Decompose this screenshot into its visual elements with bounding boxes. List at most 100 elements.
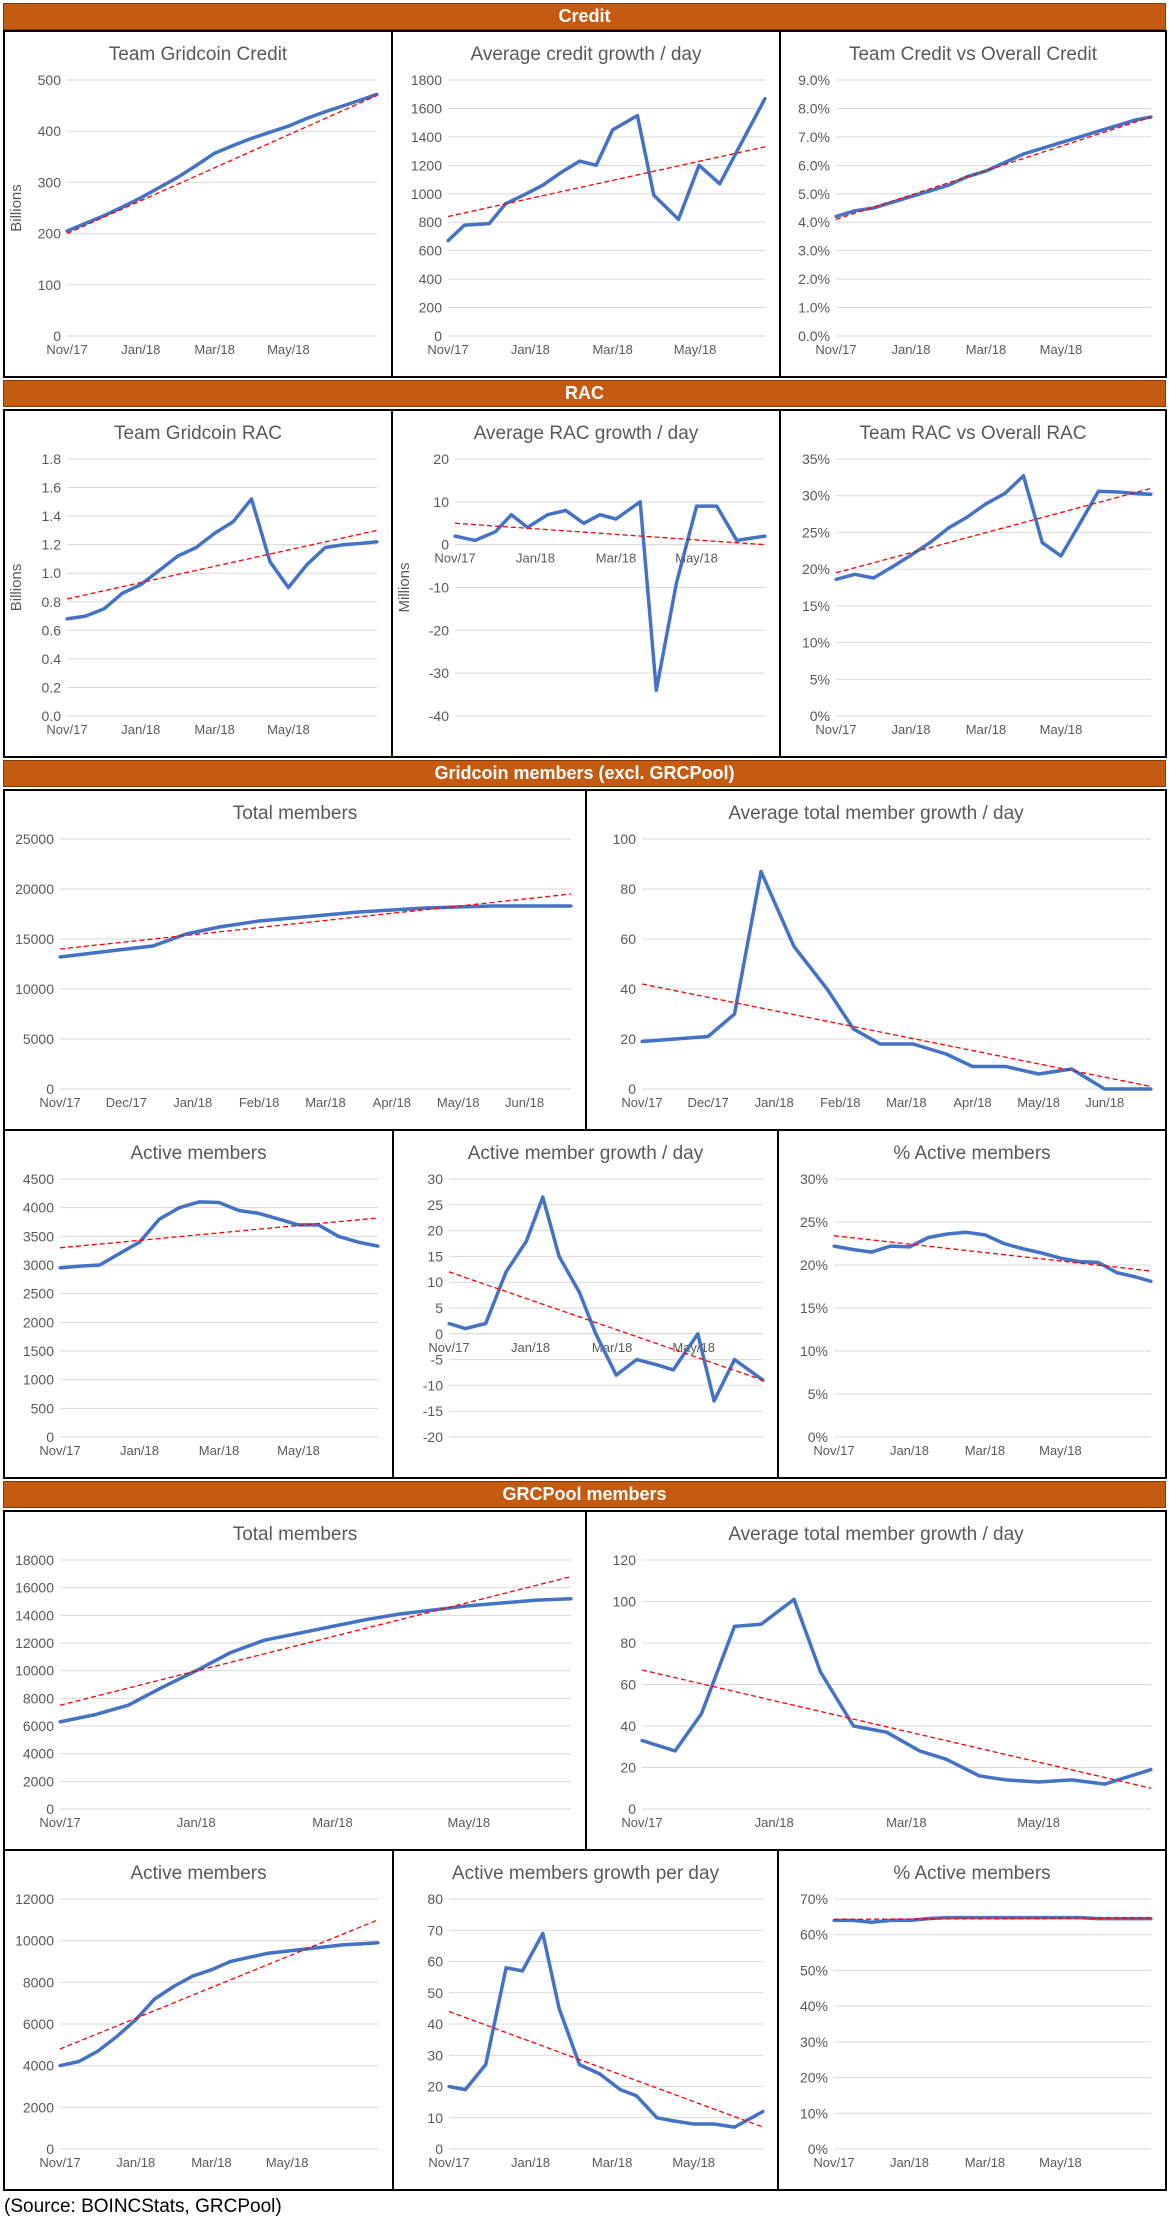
y-tick-label: 100 xyxy=(613,831,637,847)
data-point xyxy=(964,1230,968,1234)
x-tick-label: May/18 xyxy=(672,2155,715,2170)
y-tick-label: 10 xyxy=(427,2110,443,2126)
x-tick-label: Apr/18 xyxy=(953,1095,991,1110)
y-tick-label: 50% xyxy=(800,1962,828,1978)
data-point xyxy=(323,545,327,550)
y-tick-label: 25% xyxy=(800,1214,828,1230)
data-point xyxy=(209,1968,214,1972)
data-point xyxy=(909,553,913,557)
y-tick-label: 10 xyxy=(427,1274,443,1290)
chart-title: Team Credit vs Overall Credit xyxy=(849,44,1098,65)
data-point xyxy=(674,581,679,585)
data-point xyxy=(249,136,254,140)
y-tick-label: 30 xyxy=(427,2047,443,2063)
data-point xyxy=(732,1358,737,1362)
data-point xyxy=(151,944,155,948)
data-point xyxy=(1037,1780,1041,1784)
data-point xyxy=(655,1363,659,1367)
y-tick-label: 70% xyxy=(800,1891,828,1907)
data-point xyxy=(493,530,497,534)
x-tick-label: Jun/18 xyxy=(505,1095,544,1110)
y-tick-label: 0.4 xyxy=(42,651,62,667)
y-tick-label: 6000 xyxy=(23,2016,54,2032)
y-tick-label: 10000 xyxy=(15,981,54,997)
series-line xyxy=(448,1931,764,2129)
data-point xyxy=(535,1598,539,1602)
x-tick-label: Nov/17 xyxy=(39,1095,80,1110)
data-point xyxy=(360,97,364,102)
data-point xyxy=(907,1245,912,1249)
chart-svg: Total members 0 5000 10000 15000 20000 25000 No… xyxy=(15,803,573,1110)
data-point xyxy=(330,1624,335,1628)
trend-line xyxy=(59,893,572,950)
x-tick-label: May/18 xyxy=(1017,1095,1060,1110)
x-tick-label: Nov/17 xyxy=(39,1443,80,1458)
data-point xyxy=(501,1601,505,1605)
data-point xyxy=(96,2049,100,2053)
y-tick-label: 0.0 xyxy=(42,708,62,724)
y-tick-label: 500 xyxy=(31,1400,55,1416)
data-point xyxy=(1103,1782,1107,1786)
y-tick-label: 10% xyxy=(802,635,830,651)
data-point xyxy=(853,209,857,213)
y-tick-label: 0 xyxy=(435,1326,443,1342)
y-tick-label: 15% xyxy=(800,1300,828,1316)
data-point xyxy=(342,543,346,547)
chart-panel-team-rac-vs-overall: Team RAC vs Overall RAC 0% 5% 10% 15% 20% 25% 3… xyxy=(779,409,1167,758)
y-tick-label: 0 xyxy=(46,1801,54,1817)
data-point xyxy=(944,1052,948,1056)
data-point xyxy=(718,182,722,186)
data-point xyxy=(598,2072,602,2076)
data-point xyxy=(1134,491,1138,496)
x-tick-label: Mar/18 xyxy=(305,1095,345,1110)
data-point xyxy=(1059,554,1063,558)
data-point xyxy=(1149,1087,1153,1091)
data-point xyxy=(286,124,291,128)
y-tick-label: 35% xyxy=(802,451,830,467)
data-point xyxy=(290,916,294,920)
data-point xyxy=(671,1368,675,1372)
data-point xyxy=(1040,541,1044,545)
data-point xyxy=(557,1254,561,1258)
data-point xyxy=(706,1034,710,1039)
x-tick-label: Nov/17 xyxy=(428,2155,469,2170)
data-point xyxy=(763,96,767,101)
x-tick-label: Nov/17 xyxy=(46,342,87,357)
y-tick-label: 1000 xyxy=(23,1372,54,1388)
y-tick-label: -10 xyxy=(429,580,449,596)
y-tick-label: 20 xyxy=(433,451,449,467)
y-tick-label: 1.4 xyxy=(42,508,62,524)
y-tick-label: 5% xyxy=(810,671,830,687)
data-point xyxy=(83,221,88,225)
x-tick-label: Jan/18 xyxy=(755,1815,794,1830)
data-point xyxy=(176,175,180,179)
y-tick-label: 25000 xyxy=(15,831,54,847)
x-tick-label: Mar/18 xyxy=(966,722,1006,737)
x-tick-label: Nov/17 xyxy=(39,2155,80,2170)
y-tick-label: 2000 xyxy=(23,2099,54,2115)
data-point xyxy=(522,904,527,908)
data-point xyxy=(1037,1072,1041,1076)
data-point xyxy=(1070,1067,1074,1071)
x-tick-label: May/18 xyxy=(277,1443,320,1458)
data-point xyxy=(286,585,291,590)
x-tick-label: May/18 xyxy=(672,1340,715,1355)
y-tick-label: 20000 xyxy=(15,881,54,897)
y-tick-label: 16000 xyxy=(15,1580,54,1596)
data-point xyxy=(118,1251,122,1256)
chart-svg: Average total member growth / day 0 20 40 60… xyxy=(613,803,1153,1110)
y-tick-label: 20 xyxy=(427,2079,443,2095)
data-point xyxy=(390,908,394,912)
x-tick-label: Mar/18 xyxy=(194,722,234,737)
data-point xyxy=(115,2034,119,2039)
y-tick-label: 5% xyxy=(808,1386,828,1402)
data-point xyxy=(197,1200,201,1204)
y-axis-label: Billions xyxy=(8,564,25,612)
y-tick-label: 15 xyxy=(427,1248,443,1264)
data-point xyxy=(853,572,857,576)
data-point xyxy=(268,560,272,564)
y-tick-label: 40 xyxy=(427,2016,443,2032)
data-point xyxy=(305,116,309,120)
data-point xyxy=(177,1206,181,1210)
data-point xyxy=(423,906,427,910)
